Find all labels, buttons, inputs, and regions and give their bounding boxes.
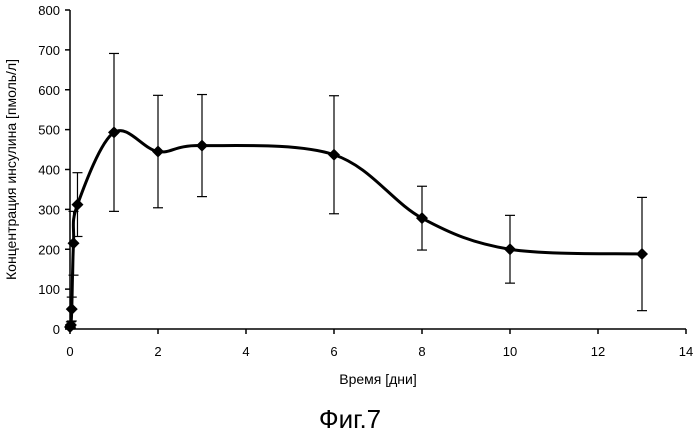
y-tick-label: 800: [38, 3, 60, 18]
x-tick-label: 4: [242, 344, 249, 359]
x-tick-label: 8: [418, 344, 425, 359]
error-bars: [65, 53, 647, 329]
data-point: [71, 199, 83, 211]
figure-caption: Фиг.7: [0, 404, 700, 435]
data-markers: [64, 126, 648, 333]
data-point: [66, 303, 78, 315]
x-tick-label: 2: [154, 344, 161, 359]
y-tick-label: 700: [38, 43, 60, 58]
y-tick-label: 100: [38, 282, 60, 297]
chart: 0 100 200 300 400 500 600 700 800 0 2 4 6 8 10 12 14 Вре…: [0, 0, 700, 400]
series-line: [70, 131, 642, 327]
y-tick-label: 200: [38, 242, 60, 257]
x-tick-label: 0: [66, 344, 73, 359]
x-axis-label: Время [дни]: [339, 371, 417, 387]
y-tick-label: 400: [38, 163, 60, 178]
x-tick-label: 12: [591, 344, 605, 359]
y-tick-label: 0: [53, 322, 60, 337]
x-tick-label: 6: [330, 344, 337, 359]
y-tick-label: 500: [38, 123, 60, 138]
data-point: [152, 146, 164, 158]
data-point: [504, 243, 516, 255]
x-tick-label: 14: [679, 344, 693, 359]
y-tick-label: 300: [38, 202, 60, 217]
data-point: [328, 149, 340, 161]
data-point: [196, 140, 208, 152]
axes: 0 100 200 300 400 500 600 700 800 0 2 4 6 8 10 12 14: [38, 3, 693, 359]
y-tick-label: 600: [38, 83, 60, 98]
y-axis-label: Концентрация инсулина [пмоль/л]: [3, 59, 19, 280]
x-tick-label: 10: [503, 344, 517, 359]
data-point: [636, 248, 648, 260]
